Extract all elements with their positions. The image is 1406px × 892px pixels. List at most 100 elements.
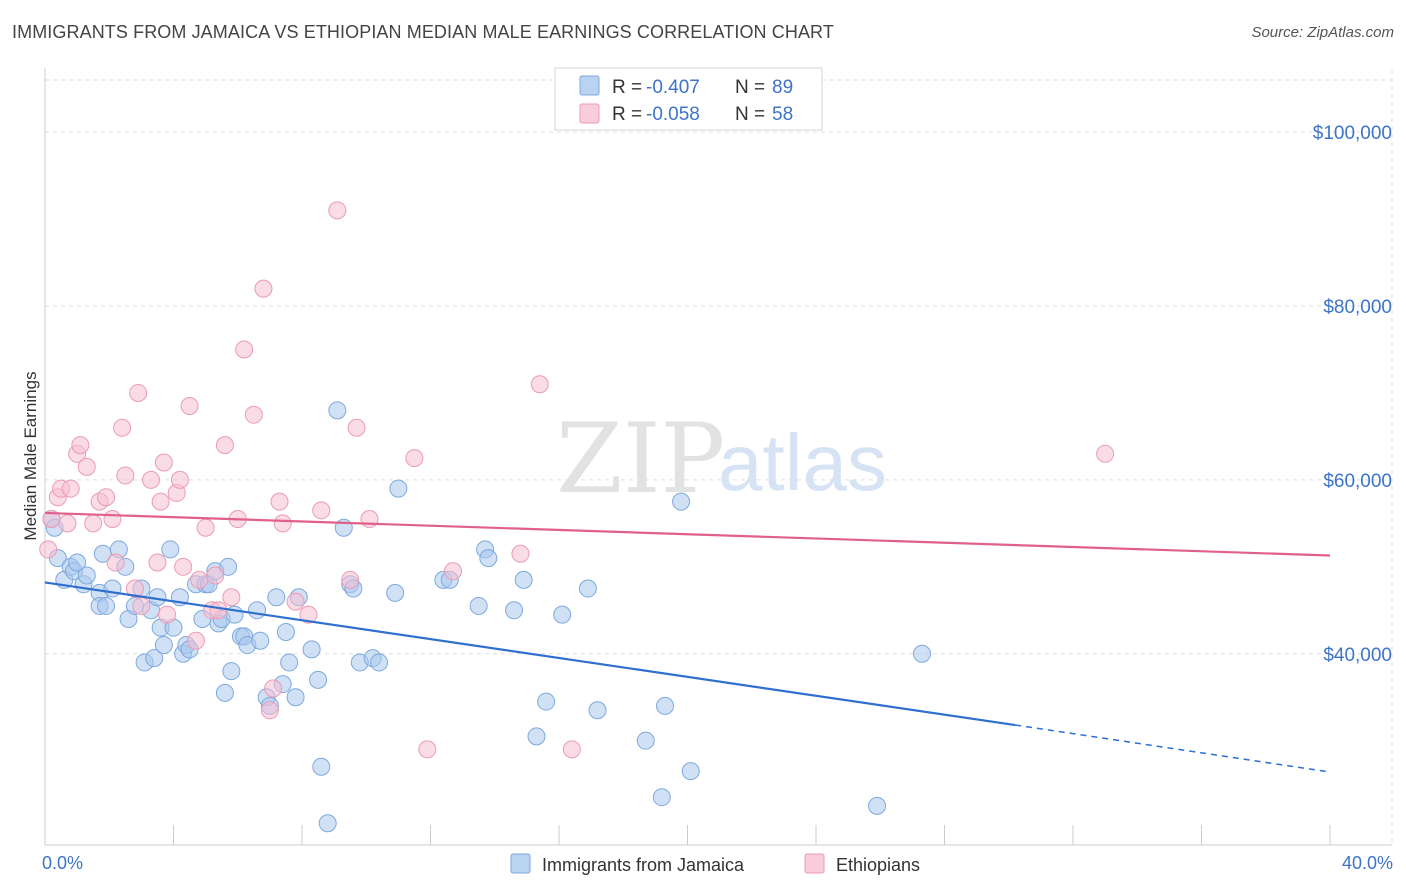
data-point xyxy=(148,553,167,572)
y-tick-label: $80,000 xyxy=(1323,297,1392,318)
data-point xyxy=(103,579,122,598)
series-legend-label-jamaica: Immigrants from Jamaica xyxy=(542,855,745,875)
data-point xyxy=(318,814,337,833)
data-point xyxy=(222,662,241,681)
data-point xyxy=(103,510,122,529)
trend-line-jamaica xyxy=(44,581,1016,727)
data-point xyxy=(656,696,675,715)
data-point xyxy=(145,649,164,668)
data-point xyxy=(174,557,193,576)
data-point xyxy=(151,492,170,511)
data-point xyxy=(286,592,305,611)
data-point xyxy=(672,492,691,511)
data-point xyxy=(511,544,530,563)
data-point xyxy=(219,557,238,576)
data-point xyxy=(299,605,318,624)
data-point xyxy=(681,762,700,781)
data-point xyxy=(1096,444,1115,463)
legend-swatch-ethiopians xyxy=(579,103,600,124)
series-legend: Immigrants from Jamaica Ethiopians xyxy=(510,853,920,875)
series-legend-swatch-ethiopians xyxy=(804,853,825,874)
data-point xyxy=(190,570,209,589)
grid-layer xyxy=(45,70,1393,845)
data-point xyxy=(97,596,116,615)
data-point xyxy=(77,457,96,476)
data-point xyxy=(68,553,87,572)
series-ethiopians-points xyxy=(39,201,1115,759)
data-point xyxy=(260,701,279,720)
data-point xyxy=(267,588,286,607)
data-point xyxy=(129,383,148,402)
data-point xyxy=(636,731,655,750)
data-point xyxy=(154,636,173,655)
data-point xyxy=(244,405,263,424)
data-point xyxy=(215,436,234,455)
data-point xyxy=(280,653,299,672)
data-point xyxy=(530,375,549,394)
data-point xyxy=(868,796,887,815)
legend-r-label-jamaica: R = xyxy=(612,77,642,98)
data-point xyxy=(206,566,225,585)
data-point xyxy=(58,514,77,533)
data-point xyxy=(505,601,524,620)
series-legend-swatch-jamaica xyxy=(510,853,531,874)
data-point xyxy=(273,514,292,533)
data-point xyxy=(312,757,331,776)
data-point xyxy=(276,623,295,642)
data-point xyxy=(469,596,488,615)
data-point xyxy=(286,688,305,707)
data-point xyxy=(578,579,597,598)
data-point xyxy=(84,514,103,533)
data-point xyxy=(389,479,408,498)
chart-source: Source: ZipAtlas.com xyxy=(1251,24,1394,41)
x-tick-label-min: 0.0% xyxy=(42,853,83,873)
data-point xyxy=(347,418,366,437)
data-point xyxy=(418,740,437,759)
legend-swatch-jamaica xyxy=(579,75,600,96)
data-point xyxy=(116,466,135,485)
data-point xyxy=(309,670,328,689)
data-point xyxy=(405,449,424,468)
trend-line-ethiopians xyxy=(44,511,1331,557)
data-point xyxy=(251,631,270,650)
legend-n-label-ethiopians: N = xyxy=(735,104,765,125)
data-point xyxy=(588,701,607,720)
watermark-atlas: atlas xyxy=(718,418,887,507)
data-point xyxy=(39,540,58,559)
watermark: ZIP atlas xyxy=(556,403,887,515)
data-point xyxy=(264,679,283,698)
data-point xyxy=(71,436,90,455)
data-point xyxy=(97,488,116,507)
legend-r-label-ethiopians: R = xyxy=(612,104,642,125)
data-point xyxy=(180,396,199,415)
y-tick-label: $100,000 xyxy=(1313,123,1392,144)
y-tick-label: $60,000 xyxy=(1323,471,1392,492)
data-point xyxy=(186,631,205,650)
legend-n-value-ethiopians: 58 xyxy=(772,104,793,125)
data-point xyxy=(106,553,125,572)
data-point xyxy=(142,470,161,489)
data-point xyxy=(370,653,389,672)
data-point xyxy=(125,579,144,598)
legend-r-value-jamaica: -0.407 xyxy=(646,77,700,98)
data-point xyxy=(386,583,405,602)
data-point xyxy=(254,279,273,298)
data-point xyxy=(652,788,671,807)
data-point xyxy=(328,401,347,420)
data-point xyxy=(196,518,215,537)
trend-layer xyxy=(44,511,1331,773)
series-legend-label-ethiopians: Ethiopians xyxy=(836,855,920,875)
watermark-zip: ZIP xyxy=(556,403,725,515)
chart-title: IMMIGRANTS FROM JAMAICA VS ETHIOPIAN MED… xyxy=(12,22,834,42)
x-tick-label-max: 40.0% xyxy=(1342,853,1393,873)
data-point xyxy=(170,470,189,489)
data-point xyxy=(479,549,498,568)
trend-line-extension-jamaica xyxy=(1015,724,1331,773)
axes-layer xyxy=(44,68,1392,846)
data-point xyxy=(215,683,234,702)
data-point xyxy=(302,640,321,659)
ticks-layer: $40,000 $60,000 $80,000 $100,000 0.0% 40.0% xyxy=(42,123,1393,873)
data-point xyxy=(328,201,347,220)
data-point xyxy=(77,566,96,585)
data-point xyxy=(270,492,289,511)
